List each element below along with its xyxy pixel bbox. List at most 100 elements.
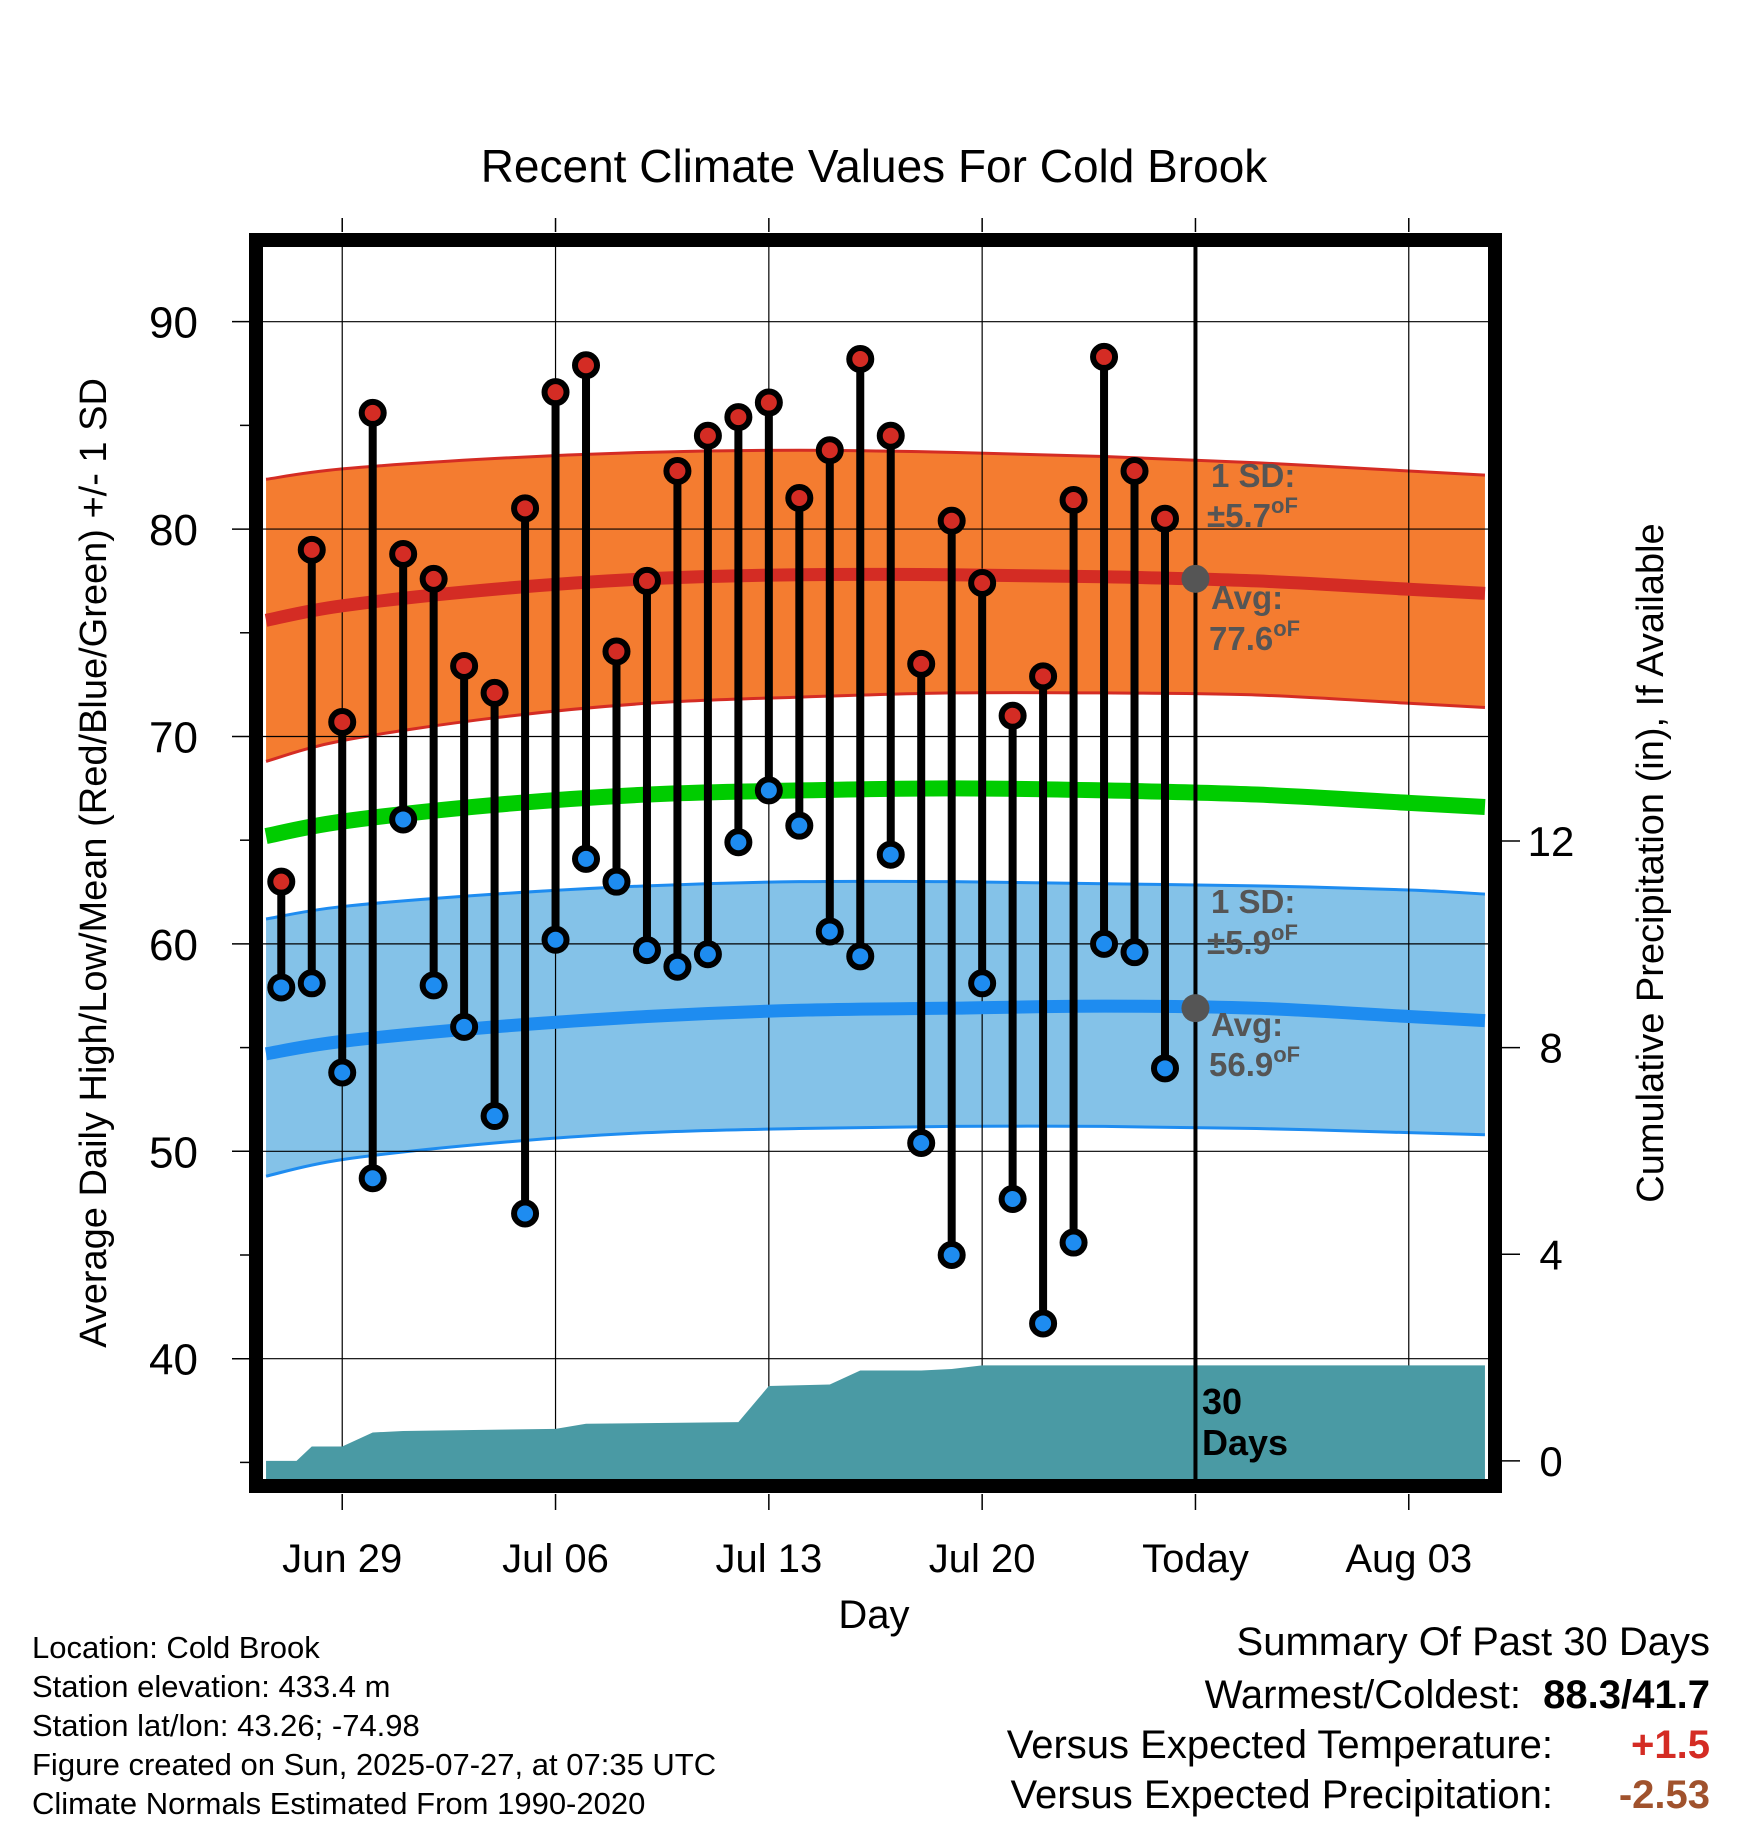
high-marker-22 <box>937 506 966 535</box>
y-left-tick-label-4: 80 <box>149 506 198 555</box>
high-marker-25 <box>1029 662 1058 691</box>
low-marker-13 <box>663 952 692 981</box>
low-sd-band-upper-edge <box>265 879 1486 921</box>
footer-created: Figure created on Sun, 2025-07-27, at 07… <box>32 1747 717 1782</box>
low-marker-18 <box>815 917 844 946</box>
high-marker-7 <box>480 678 509 707</box>
low-marker-24 <box>998 1185 1027 1213</box>
low-marker-29 <box>1150 1054 1179 1083</box>
high-marker-16 <box>754 388 783 417</box>
high-marker-19 <box>846 345 875 373</box>
footer-normals: Climate Normals Estimated From 1990-2020 <box>32 1786 646 1821</box>
footer-location: Location: Cold Brook <box>32 1630 320 1665</box>
low-marker-27 <box>1090 929 1119 958</box>
low-sd-band-fill <box>266 881 1485 1177</box>
low-sd-label: 1 SD: <box>1211 883 1295 920</box>
low-marker-23 <box>968 969 997 998</box>
low-marker-7 <box>480 1102 509 1131</box>
low-marker-16 <box>754 776 783 805</box>
summary-temp-label: Versus Expected Temperature: <box>1006 1723 1553 1767</box>
summary-warm-cold-label: Warmest/Coldest: <box>1204 1673 1521 1717</box>
high-marker-13 <box>663 457 692 485</box>
high-marker-6 <box>450 651 479 680</box>
y-left-tick-label-5: 90 <box>149 299 198 348</box>
high-marker-23 <box>968 569 997 597</box>
high-marker-2 <box>328 707 357 736</box>
daily-markers <box>267 342 1179 1338</box>
chart-title: Recent Climate Values For Cold Brook <box>481 140 1269 192</box>
high-marker-11 <box>602 637 631 666</box>
high-avg-label: Avg: <box>1211 579 1283 616</box>
low-marker-20 <box>876 840 905 869</box>
today-label-line-0: 30 <box>1202 1381 1242 1422</box>
summary-temp-value: +1.5 <box>1631 1723 1710 1767</box>
normal-annotations: 1 SD: ±5.7oF Avg: 77.6oF 1 SD: ±5.9oF Av… <box>1207 457 1300 1083</box>
x-tick-label-3: Jul 20 <box>929 1537 1036 1581</box>
high-marker-5 <box>419 564 448 593</box>
low-marker-25 <box>1029 1309 1058 1338</box>
x-tick-label-2: Jul 13 <box>715 1537 822 1581</box>
low-avg-label: Avg: <box>1211 1006 1283 1043</box>
high-sd-band-lower-edge <box>265 691 1486 763</box>
high-marker-8 <box>511 494 540 523</box>
high-marker-12 <box>632 566 661 595</box>
high-marker-24 <box>998 701 1027 730</box>
y-right-tick-label-0: 0 <box>1539 1438 1562 1485</box>
low-marker-17 <box>785 811 814 840</box>
high-marker-21 <box>907 649 936 678</box>
x-tick-label-4: Today <box>1142 1537 1249 1581</box>
high-marker-14 <box>693 421 722 450</box>
precip-cumulative-area <box>266 1365 1485 1479</box>
x-axis: Jun 29 Jul 06 Jul 13 Jul 20 Today Aug 03 <box>282 218 1472 1581</box>
y-axis-right-label: Cumulative Precipitation (in), If Availa… <box>1630 523 1672 1202</box>
high-avg-value: 77.6oF <box>1209 616 1300 657</box>
low-marker-5 <box>419 971 448 1000</box>
low-marker-19 <box>846 942 875 971</box>
x-tick-label-1: Jul 06 <box>502 1537 609 1581</box>
high-marker-1 <box>297 535 326 564</box>
y-right-tick-label-2: 8 <box>1539 1025 1562 1072</box>
low-marker-9 <box>541 925 570 954</box>
y-axis-left-label: Average Daily High/Low/Mean (Red/Blue/Gr… <box>73 378 115 1348</box>
low-marker-6 <box>450 1012 479 1041</box>
y-left-tick-label-2: 60 <box>149 921 198 970</box>
low-marker-14 <box>693 940 722 969</box>
low-marker-28 <box>1120 938 1149 967</box>
low-marker-3 <box>358 1164 387 1193</box>
high-marker-29 <box>1150 504 1179 533</box>
plot-area <box>263 247 1488 1479</box>
today-high-avg-dot <box>1181 564 1210 593</box>
y-axis-right: 0 4 8 12 <box>1502 818 1574 1485</box>
today-label-line-1: Days <box>1202 1422 1288 1463</box>
low-marker-21 <box>907 1129 936 1157</box>
low-avg-value: 56.9oF <box>1209 1042 1300 1083</box>
high-avg-line <box>264 567 1486 627</box>
summary-heading: Summary Of Past 30 Days <box>1236 1620 1710 1664</box>
normal-lines <box>264 567 1486 1061</box>
low-marker-2 <box>328 1058 357 1087</box>
x-axis-label: Day <box>838 1593 909 1637</box>
y-right-tick-label-3: 12 <box>1528 818 1575 865</box>
y-axis-left: 40 50 60 70 80 90 <box>149 299 249 1464</box>
low-marker-11 <box>602 867 631 896</box>
high-marker-15 <box>724 403 753 432</box>
high-marker-3 <box>358 398 387 427</box>
low-marker-12 <box>632 936 661 965</box>
high-marker-10 <box>572 351 601 380</box>
low-sd-band-lower-edge <box>265 1124 1485 1178</box>
grid-lines <box>263 247 1488 1479</box>
high-marker-4 <box>389 539 418 568</box>
x-tick-label-5: Aug 03 <box>1345 1537 1472 1581</box>
y-left-tick-label-1: 50 <box>149 1128 198 1177</box>
footer-latlon: Station lat/lon: 43.26; -74.98 <box>32 1708 420 1743</box>
high-marker-17 <box>785 483 814 512</box>
high-sd-value: ±5.7oF <box>1207 493 1298 534</box>
high-marker-26 <box>1059 486 1088 515</box>
y-left-tick-label-0: 40 <box>149 1336 198 1385</box>
high-marker-0 <box>267 867 296 896</box>
summary-precip-value: -2.53 <box>1618 1773 1710 1817</box>
high-marker-28 <box>1120 457 1149 485</box>
low-marker-15 <box>724 828 753 857</box>
summary-warm-cold-value: 88.3/41.7 <box>1543 1673 1710 1717</box>
